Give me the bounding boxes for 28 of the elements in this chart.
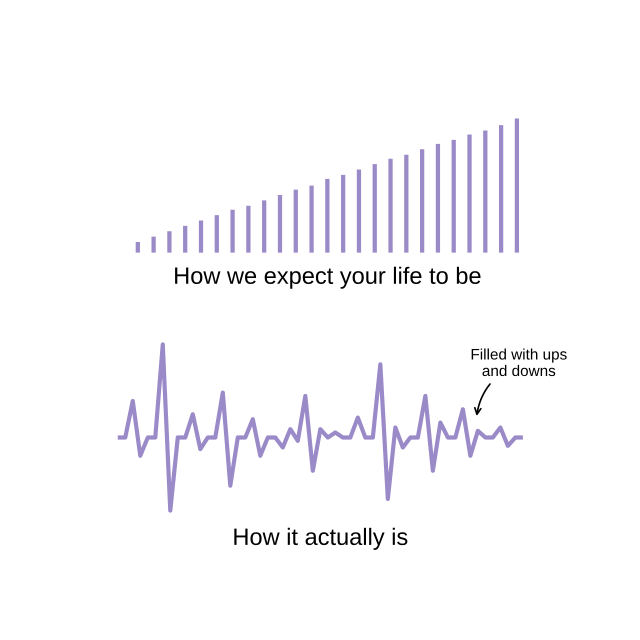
bar: [262, 200, 266, 253]
bar: [388, 158, 393, 253]
bar: [278, 195, 282, 253]
bar: [167, 231, 172, 253]
bar: [183, 226, 188, 253]
bar: [452, 140, 456, 253]
bar: [198, 220, 204, 253]
bar: [372, 164, 377, 253]
bar: [356, 169, 362, 253]
bar: [341, 174, 346, 253]
bar: [294, 190, 298, 253]
bar: [483, 130, 488, 253]
bar: [498, 125, 504, 253]
annotation: Filled with ups and downs: [472, 348, 567, 376]
bar: [246, 206, 251, 253]
bar: [436, 144, 440, 253]
bar: [514, 118, 520, 253]
bar: [151, 236, 156, 253]
bar: [309, 186, 314, 253]
bar: [230, 210, 235, 253]
bar: [420, 149, 424, 253]
x-axis-title: How we expect your life to be: [175, 266, 481, 289]
bar: [214, 215, 219, 253]
bar: [325, 178, 330, 253]
bar: [136, 242, 140, 253]
x-axis-title: How it actually is: [234, 528, 408, 550]
bar: [467, 134, 472, 253]
bar: [404, 154, 408, 253]
